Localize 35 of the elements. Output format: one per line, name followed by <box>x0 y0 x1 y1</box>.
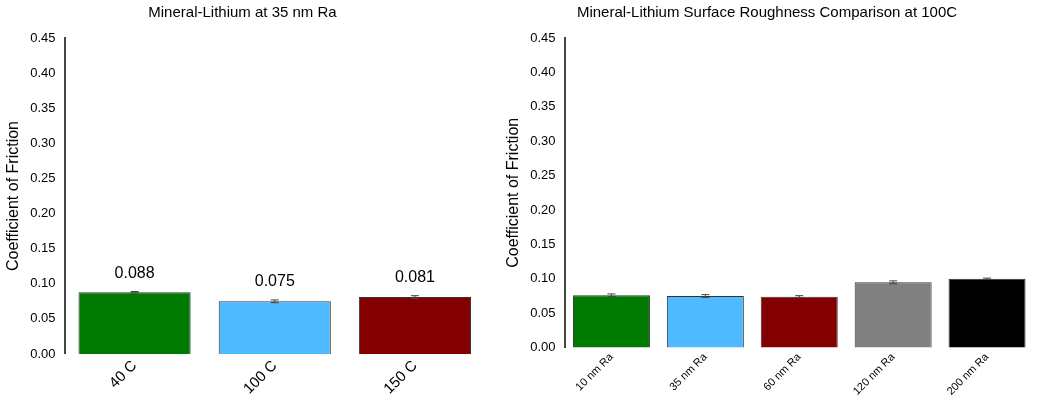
data-label: 0.081 <box>394 268 436 286</box>
x-tick-label: 150 C <box>379 356 421 397</box>
y-tick-label: 0.00 <box>30 345 56 361</box>
y-tick-label: 0.30 <box>30 134 56 150</box>
y-tick-label: 0.35 <box>30 99 56 115</box>
y-tick-label: 0.05 <box>30 310 56 326</box>
y-tick-label: 0.30 <box>530 132 556 148</box>
x-tick-label: 120 nm Ra <box>850 349 898 397</box>
x-tick-label: 100 C <box>239 356 280 397</box>
y-tick-label: 0.10 <box>30 275 56 291</box>
y-tick-label: 0.40 <box>530 63 556 79</box>
x-tick-label: 40 C <box>105 356 140 391</box>
y-tick-label: 0.20 <box>30 205 56 221</box>
y-tick-label: 0.45 <box>530 29 556 45</box>
y-tick-label: 0.25 <box>530 167 556 183</box>
y-tick-label: 0.45 <box>30 29 56 45</box>
y-tick-label: 0.25 <box>30 170 56 186</box>
y-tick-label: 0.40 <box>30 64 56 80</box>
y-tick-label: 0.35 <box>530 98 556 114</box>
y-axis-title: Coefficient of Friction <box>4 120 22 271</box>
y-tick-label: 0.00 <box>530 339 556 355</box>
data-label: 0.075 <box>254 272 295 290</box>
y-tick-label: 0.15 <box>30 240 56 256</box>
x-tick-label: 10 nm Ra <box>572 349 616 393</box>
x-tick-label: 60 nm Ra <box>760 349 804 393</box>
data-label: 0.088 <box>114 263 155 281</box>
y-tick-label: 0.10 <box>530 270 556 286</box>
y-tick-label: 0.15 <box>530 235 556 251</box>
chart-title: Mineral-Lithium Surface Roughness Comparison at 100C <box>576 3 958 21</box>
y-tick-label: 0.05 <box>530 304 556 320</box>
x-tick-label: 35 nm Ra <box>666 349 710 393</box>
x-tick-label: 200 nm Ra <box>944 349 992 397</box>
y-axis-title: Coefficient of Friction <box>504 117 522 268</box>
y-tick-label: 0.20 <box>530 201 556 217</box>
chart-title: Mineral-Lithium at 35 nm Ra <box>148 3 338 21</box>
